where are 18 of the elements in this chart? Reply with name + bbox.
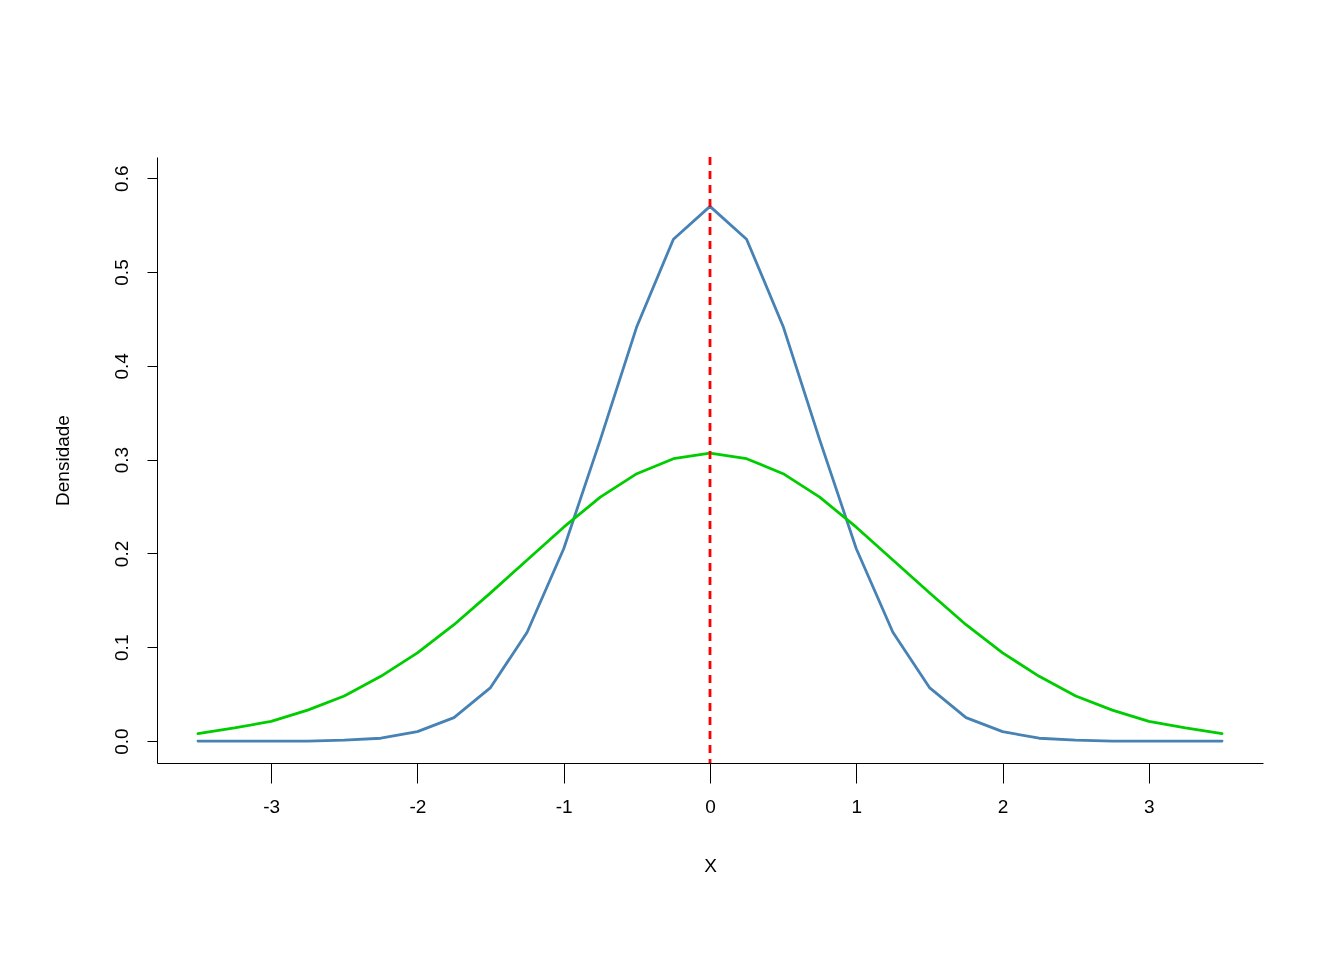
x-tick-label: -2 bbox=[409, 795, 427, 817]
line-series bbox=[196, 451, 1224, 735]
y-axis-title: Densidade bbox=[51, 415, 73, 506]
y-tick-label: 0.0 bbox=[110, 728, 132, 755]
line-series bbox=[196, 204, 1224, 743]
y-tick-label: 0.4 bbox=[110, 352, 132, 380]
x-tick-label: 3 bbox=[1144, 795, 1155, 817]
y-tick-label: 0.6 bbox=[110, 165, 132, 192]
x-axis-title: X bbox=[704, 854, 718, 876]
x-tick-label: -3 bbox=[263, 795, 281, 817]
y-tick-label: 0.1 bbox=[110, 634, 132, 661]
y-tick-label: 0.5 bbox=[110, 259, 132, 286]
x-tick-label: -1 bbox=[555, 795, 573, 817]
y-tick-label: 0.3 bbox=[110, 446, 132, 474]
y-tick-label: 0.2 bbox=[110, 540, 132, 568]
x-tick-label: 0 bbox=[705, 795, 716, 817]
x-tick-label: 1 bbox=[851, 795, 863, 817]
x-tick-label: 2 bbox=[997, 795, 1009, 817]
